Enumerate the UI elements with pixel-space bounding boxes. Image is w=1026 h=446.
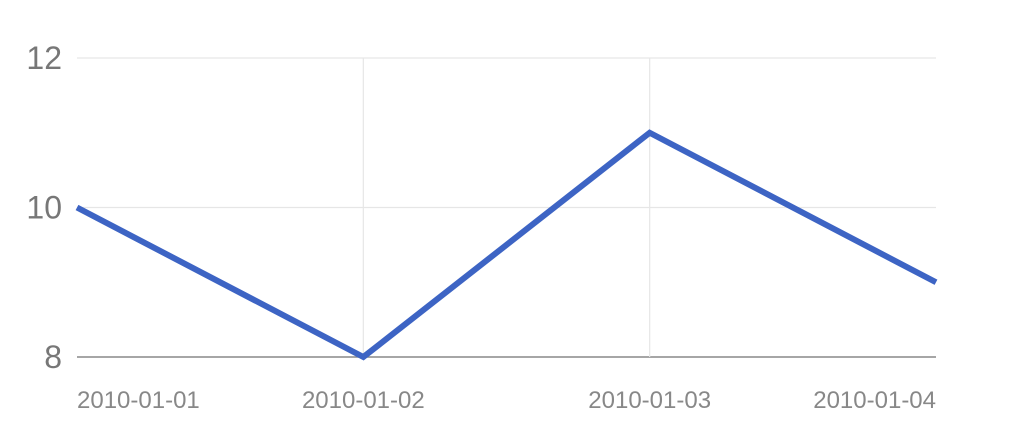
x-tick-label: 2010-01-03 <box>588 387 711 414</box>
x-tick-label: 2010-01-02 <box>302 387 425 414</box>
series-layer <box>75 129 938 361</box>
grid-lines <box>77 57 936 358</box>
y-tick-label: 12 <box>26 40 62 76</box>
y-tick-label: 10 <box>26 190 62 226</box>
series-line <box>75 129 938 361</box>
y-tick-label: 8 <box>44 339 62 375</box>
x-tick-label: 2010-01-01 <box>77 387 200 414</box>
x-axis-ticks: 2010-01-01 2010-01-02 2010-01-03 2010-01-04 <box>77 387 936 414</box>
x-tick-label: 2010-01-04 <box>813 387 936 414</box>
y-axis-ticks: 8 10 12 <box>26 40 62 375</box>
